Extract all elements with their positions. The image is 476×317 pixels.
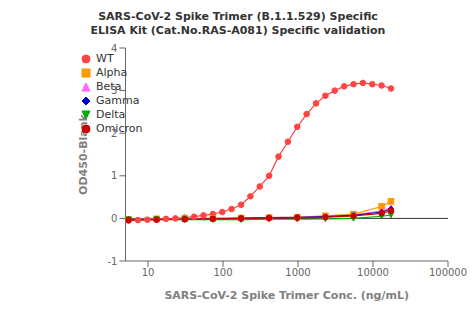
svg-text:2: 2 (111, 128, 117, 139)
svg-text:1: 1 (111, 170, 117, 181)
svg-text:1000: 1000 (285, 267, 310, 278)
svg-text:0: 0 (111, 213, 117, 224)
svg-text:OD450-Blank: OD450-Blank (77, 113, 90, 194)
svg-text:100: 100 (213, 267, 232, 278)
svg-text:10000: 10000 (357, 267, 389, 278)
svg-text:4: 4 (111, 43, 117, 54)
svg-text:SARS-CoV-2 Spike Trimer Conc.: SARS-CoV-2 Spike Trimer Conc. (ng/mL) (164, 289, 409, 302)
svg-text:10: 10 (142, 267, 155, 278)
svg-text:3: 3 (111, 85, 117, 96)
svg-text:-1: -1 (107, 256, 117, 267)
svg-text:100000: 100000 (429, 267, 467, 278)
